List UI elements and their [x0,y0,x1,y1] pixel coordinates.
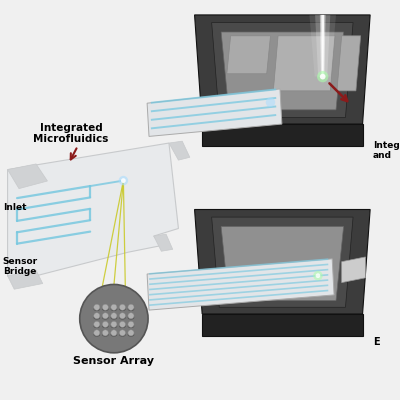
Polygon shape [321,15,324,77]
Circle shape [111,330,117,336]
Circle shape [119,313,126,319]
Ellipse shape [110,333,117,337]
Circle shape [102,313,108,319]
Polygon shape [221,32,344,110]
Ellipse shape [110,307,117,311]
Circle shape [128,313,134,319]
Ellipse shape [102,333,109,337]
Ellipse shape [110,324,117,328]
Circle shape [94,321,100,327]
Ellipse shape [119,307,126,311]
Ellipse shape [119,316,126,320]
Circle shape [102,304,108,310]
Polygon shape [147,259,334,310]
Circle shape [317,71,328,82]
Ellipse shape [119,333,126,337]
Ellipse shape [110,316,117,320]
Circle shape [119,176,128,185]
Circle shape [128,321,134,327]
Circle shape [119,321,126,327]
Text: E: E [373,337,380,347]
Polygon shape [8,164,48,189]
Text: Sensor Array: Sensor Array [73,356,154,366]
Polygon shape [202,314,362,336]
Circle shape [80,284,148,353]
Ellipse shape [128,316,134,320]
Polygon shape [212,22,353,118]
Circle shape [94,304,100,310]
Polygon shape [202,124,362,146]
Ellipse shape [102,316,109,320]
Circle shape [111,321,117,327]
Circle shape [111,304,117,310]
Ellipse shape [94,307,100,311]
Polygon shape [8,270,43,289]
Ellipse shape [119,324,126,328]
Circle shape [313,271,323,280]
Circle shape [102,330,108,336]
Circle shape [111,313,117,319]
Polygon shape [154,234,173,251]
Circle shape [119,330,126,336]
Ellipse shape [128,333,134,337]
Circle shape [320,74,326,80]
Text: Integrated
Microfluidics: Integrated Microfluidics [34,123,109,144]
Ellipse shape [128,324,134,328]
Polygon shape [221,226,344,301]
Polygon shape [310,15,336,77]
Circle shape [119,304,126,310]
Circle shape [266,98,275,107]
Circle shape [128,304,134,310]
Polygon shape [8,143,178,281]
Polygon shape [194,15,370,124]
Circle shape [102,321,108,327]
Polygon shape [212,217,353,307]
Polygon shape [337,36,361,91]
Polygon shape [169,141,190,160]
Circle shape [121,178,126,183]
Ellipse shape [102,324,109,328]
Ellipse shape [94,316,100,320]
Text: Inlet: Inlet [3,203,26,212]
Circle shape [94,330,100,336]
Polygon shape [342,257,366,282]
Text: Integ
and: Integ and [373,141,400,160]
Polygon shape [147,89,282,136]
Text: Sensor
Bridge: Sensor Bridge [3,257,38,276]
Ellipse shape [102,307,109,311]
Polygon shape [320,15,326,77]
Ellipse shape [128,307,134,311]
Circle shape [128,330,134,336]
Polygon shape [273,36,335,91]
Circle shape [316,273,320,278]
Polygon shape [194,210,370,314]
Polygon shape [315,15,330,77]
Ellipse shape [94,333,100,337]
Circle shape [94,313,100,319]
Polygon shape [227,36,270,74]
Ellipse shape [94,324,100,328]
